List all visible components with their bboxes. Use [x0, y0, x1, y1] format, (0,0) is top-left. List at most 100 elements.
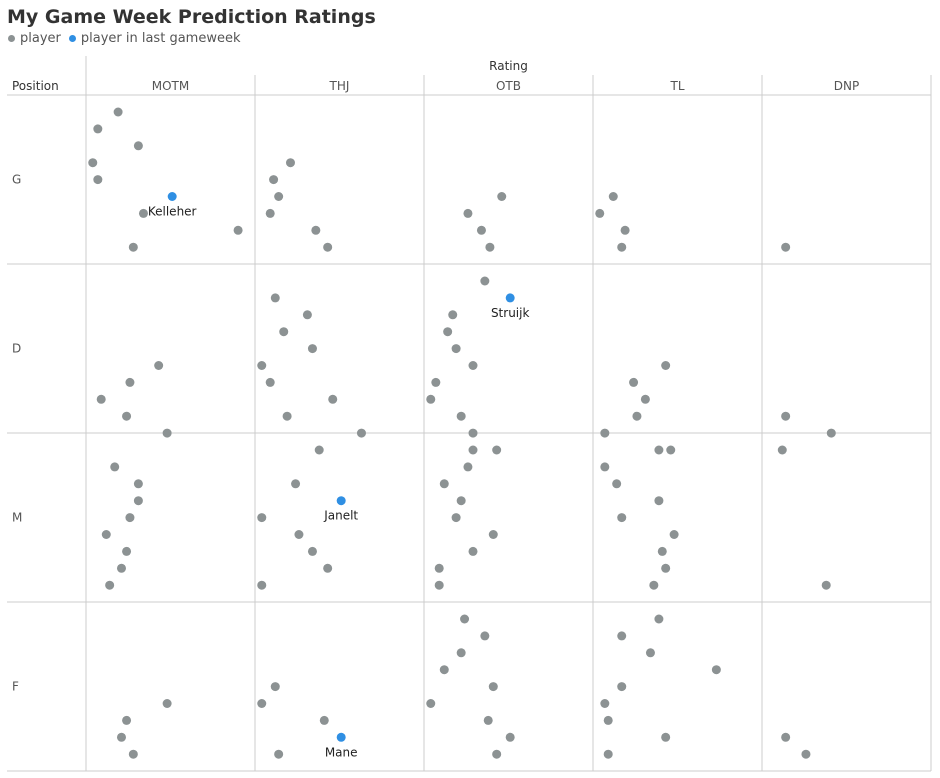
player-point	[257, 699, 267, 708]
player-point	[654, 496, 664, 506]
column-header-thj: THJ	[329, 79, 350, 93]
player-point	[323, 563, 333, 573]
player-point	[603, 715, 613, 725]
player-point	[448, 310, 458, 320]
player-point	[456, 411, 466, 421]
player-point	[122, 546, 132, 556]
player-point	[133, 141, 143, 151]
player-point	[125, 513, 135, 523]
legend-dot-player	[8, 35, 15, 42]
player-point	[434, 580, 444, 590]
player-point	[801, 749, 811, 759]
player-point	[492, 749, 502, 759]
player-point	[270, 293, 280, 303]
player-point	[302, 310, 312, 320]
player-point	[270, 682, 280, 692]
player-point	[620, 225, 630, 235]
player-point	[431, 377, 441, 387]
player-point	[116, 563, 126, 573]
player-point	[257, 513, 267, 523]
player-point	[93, 124, 103, 134]
player-point	[122, 715, 132, 725]
player-point	[307, 344, 317, 354]
player-point	[468, 428, 478, 438]
player-point	[125, 377, 135, 387]
column-axis-title: Rating	[489, 59, 528, 73]
player-point	[426, 699, 436, 708]
player-point	[480, 276, 490, 286]
last-gameweek-point-kelleher	[167, 192, 177, 201]
player-point	[128, 749, 138, 759]
player-point	[460, 614, 470, 624]
player-point	[488, 530, 498, 539]
player-point	[154, 361, 164, 370]
player-point	[328, 394, 338, 404]
player-point	[617, 631, 627, 641]
player-point	[456, 648, 466, 658]
row-label-m: M	[12, 511, 22, 525]
player-point	[617, 513, 627, 523]
player-point	[468, 546, 478, 556]
point-label-janelt: Janelt	[323, 509, 358, 523]
player-point	[463, 462, 473, 472]
player-point	[451, 513, 461, 523]
chart-title: My Game Week Prediction Ratings	[7, 6, 376, 28]
player-point	[826, 428, 836, 438]
player-point	[468, 361, 478, 370]
player-point	[116, 732, 126, 742]
player-point	[468, 445, 478, 455]
player-point	[291, 479, 301, 489]
row-label-f: F	[12, 680, 19, 694]
player-point	[93, 175, 103, 185]
player-point	[595, 208, 605, 218]
player-point	[274, 749, 284, 759]
player-point	[645, 648, 655, 658]
player-point	[307, 546, 317, 556]
player-point	[711, 665, 721, 675]
player-point	[488, 682, 498, 692]
player-point	[88, 158, 98, 168]
player-point	[451, 344, 461, 354]
player-point	[434, 563, 444, 573]
player-point	[323, 242, 333, 252]
player-point	[617, 242, 627, 252]
legend-dot-last-gameweek	[68, 35, 76, 42]
player-point	[133, 496, 143, 506]
player-point	[666, 445, 676, 455]
player-point	[657, 546, 667, 556]
player-point	[632, 411, 642, 421]
player-point	[294, 530, 304, 539]
player-point	[282, 411, 292, 421]
player-point	[497, 192, 507, 201]
player-point	[661, 361, 671, 370]
legend-label-last-gameweek: player in last gameweek	[80, 31, 241, 46]
player-point	[476, 225, 486, 235]
column-header-tl: TL	[669, 79, 684, 93]
row-label-g: G	[12, 173, 21, 187]
last-gameweek-point-struijk	[505, 293, 515, 303]
player-point	[162, 699, 172, 708]
column-header-otb: OTB	[496, 79, 521, 93]
player-point	[480, 631, 490, 641]
player-point	[279, 327, 289, 337]
point-label-struijk: Struijk	[491, 306, 530, 320]
player-point	[505, 732, 515, 742]
player-point	[617, 682, 627, 692]
player-point	[463, 208, 473, 218]
player-point	[612, 479, 622, 489]
legend-label-player: player	[20, 31, 61, 46]
player-point	[649, 580, 659, 590]
player-point	[485, 242, 495, 252]
player-point	[285, 158, 295, 168]
row-axis-title: Position	[12, 79, 59, 93]
player-point	[356, 428, 366, 438]
player-point	[781, 242, 791, 252]
player-point	[821, 580, 831, 590]
player-point	[629, 377, 639, 387]
player-point	[654, 614, 664, 624]
player-point	[265, 377, 275, 387]
player-point	[314, 445, 324, 455]
player-point	[133, 479, 143, 489]
player-point	[426, 394, 436, 404]
